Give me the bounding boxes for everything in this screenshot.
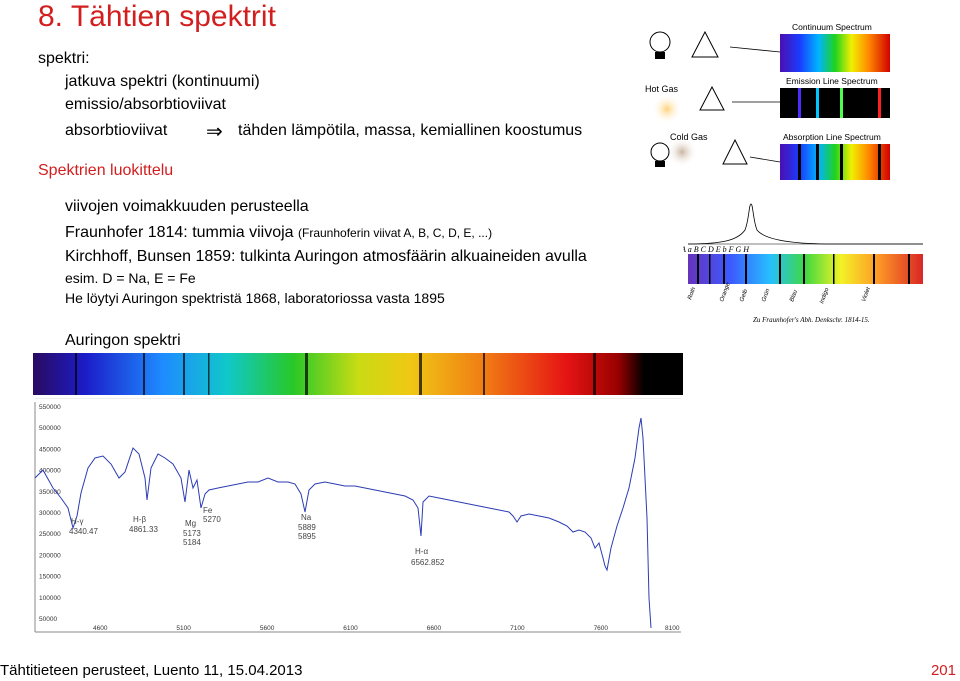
x-tick-label: 6100 xyxy=(343,625,358,632)
example-line: esim. D = Na, E = Fe xyxy=(65,270,196,286)
prism-icon xyxy=(691,30,719,58)
continuum-spectrum-strip xyxy=(780,34,890,72)
x-tick-label: 4600 xyxy=(93,625,108,632)
emission-label: Emission Line Spectrum xyxy=(786,76,878,86)
lightbulb-icon xyxy=(649,31,671,59)
fraunhofer-line: Fraunhofer 1814: tummia viivoja (Fraunho… xyxy=(65,224,492,242)
svg-text:Blau: Blau xyxy=(789,289,799,303)
kirchhoff-line: Kirchhoff, Bunsen 1859: tulkinta Auringo… xyxy=(65,248,587,265)
y-tick-label: 150000 xyxy=(39,574,61,581)
x-tick-label: 5600 xyxy=(260,625,275,632)
annot-fe-value: 5270 xyxy=(203,515,221,524)
svg-text:Violet: Violet xyxy=(861,286,872,302)
x-tick-label: 7600 xyxy=(594,625,609,632)
annot-h-beta-label: H-β xyxy=(133,515,146,524)
line-emission: emissio/absorbtioviivat xyxy=(65,96,226,113)
emission-spectrum-strip xyxy=(780,88,890,118)
annot-mg-value-2: 5184 xyxy=(183,538,201,547)
svg-text:Roth: Roth xyxy=(687,286,697,301)
spectrum-curve xyxy=(34,417,652,629)
continuum-label: Continuum Spectrum xyxy=(792,22,872,32)
prism-icon-2 xyxy=(699,85,725,111)
y-tick-label: 250000 xyxy=(39,531,61,538)
hot-gas-label: Hot Gas xyxy=(645,84,679,94)
fraunhofer-spectrum-strip xyxy=(688,254,923,284)
fraunhofer-main: Fraunhofer 1814: tummia viivoja xyxy=(65,224,294,241)
annot-na-label: Na xyxy=(301,513,312,522)
y-tick-label: 350000 xyxy=(39,489,61,496)
fraunhofer-drawing: A a B C D E b F G H Roth Orange Gelb Grü… xyxy=(683,203,923,324)
prism-icon-3 xyxy=(722,138,748,165)
slide-title: 8. Tähtien spektrit xyxy=(38,0,276,33)
cold-gas-cloud xyxy=(667,137,697,167)
y-tick-label: 200000 xyxy=(39,552,61,559)
absorption-label: Absorption Line Spectrum xyxy=(783,132,881,142)
y-tick-label: 550000 xyxy=(39,404,61,411)
annot-h-gamma-label: H-γ xyxy=(71,517,83,526)
svg-text:Gelb: Gelb xyxy=(739,288,749,303)
annot-na-value-1: 5889 xyxy=(298,523,316,532)
annot-mg-value-1: 5173 xyxy=(183,529,201,538)
absorption-spectrum-strip xyxy=(780,144,890,180)
bullet-line-strength: viivojen voimakkuuden perusteella xyxy=(65,198,309,215)
y-tick-label: 450000 xyxy=(39,446,61,453)
helium-line: He löytyi Auringon spektristä 1868, labo… xyxy=(65,290,445,306)
y-tick-label: 50000 xyxy=(39,616,57,623)
sun-spectrum-label: Auringon spektri xyxy=(65,332,181,349)
hot-gas-cloud xyxy=(652,94,682,124)
footer-text: Tähtitieteen perusteet, Luento 11, 15.04… xyxy=(0,662,303,679)
y-tick-label: 100000 xyxy=(39,595,61,602)
section-heading: Spektrien luokittelu xyxy=(38,162,174,179)
y-tick-label: 300000 xyxy=(39,510,61,517)
svg-text:Orange: Orange xyxy=(719,281,732,302)
spectra-types-diagram: Hot Gas Cold Gas Continuum Spectrum Emis… xyxy=(645,22,890,180)
y-tick-label: 500000 xyxy=(39,425,61,432)
line-absorption: absorbtioviivat xyxy=(65,122,168,139)
cold-gas-label: Cold Gas xyxy=(670,132,708,142)
annot-na-value-2: 5895 xyxy=(298,532,316,541)
x-tick-label: 5100 xyxy=(176,625,191,632)
annot-mg-label: Mg xyxy=(185,519,196,528)
y-tick-label: 400000 xyxy=(39,468,61,475)
spektri-label: spektri: xyxy=(38,50,90,67)
implies-arrow-icon: ⇒ xyxy=(206,121,223,143)
fraunhofer-letters: A a B C D E b F G H xyxy=(683,245,750,254)
annot-h-beta-value: 4861.33 xyxy=(129,525,158,534)
arrow-text: tähden lämpötila, massa, kemiallinen koo… xyxy=(238,122,583,139)
annot-h-gamma-value: 4340.47 xyxy=(69,527,98,536)
lightbulb-icon-2 xyxy=(650,142,670,167)
annot-h-alpha-value: 6562.852 xyxy=(411,558,445,567)
annot-fe-label: Fe xyxy=(203,506,213,515)
fraunhofer-caption: Zu Fraunhofer's Abh. Denkschr. 1814-15. xyxy=(753,316,870,324)
page-number: 201 xyxy=(930,662,956,679)
annot-h-alpha-label: H-α xyxy=(415,547,428,556)
line-continuum: jatkuva spektri (kontinuumi) xyxy=(65,73,260,90)
svg-text:Grün: Grün xyxy=(761,287,771,302)
x-tick-label: 8100 xyxy=(665,625,680,632)
x-tick-label: 7100 xyxy=(510,625,525,632)
svg-text:Indigo: Indigo xyxy=(819,287,830,305)
fraunhofer-small: (Fraunhoferin viivat A, B, C, D, E, ...) xyxy=(298,226,493,240)
x-tick-label: 6600 xyxy=(427,625,442,632)
sun-spectrum-strip xyxy=(33,353,683,395)
sun-spectrum-chart: 550000 500000 450000 400000 350000 300000 2500… xyxy=(34,398,681,633)
